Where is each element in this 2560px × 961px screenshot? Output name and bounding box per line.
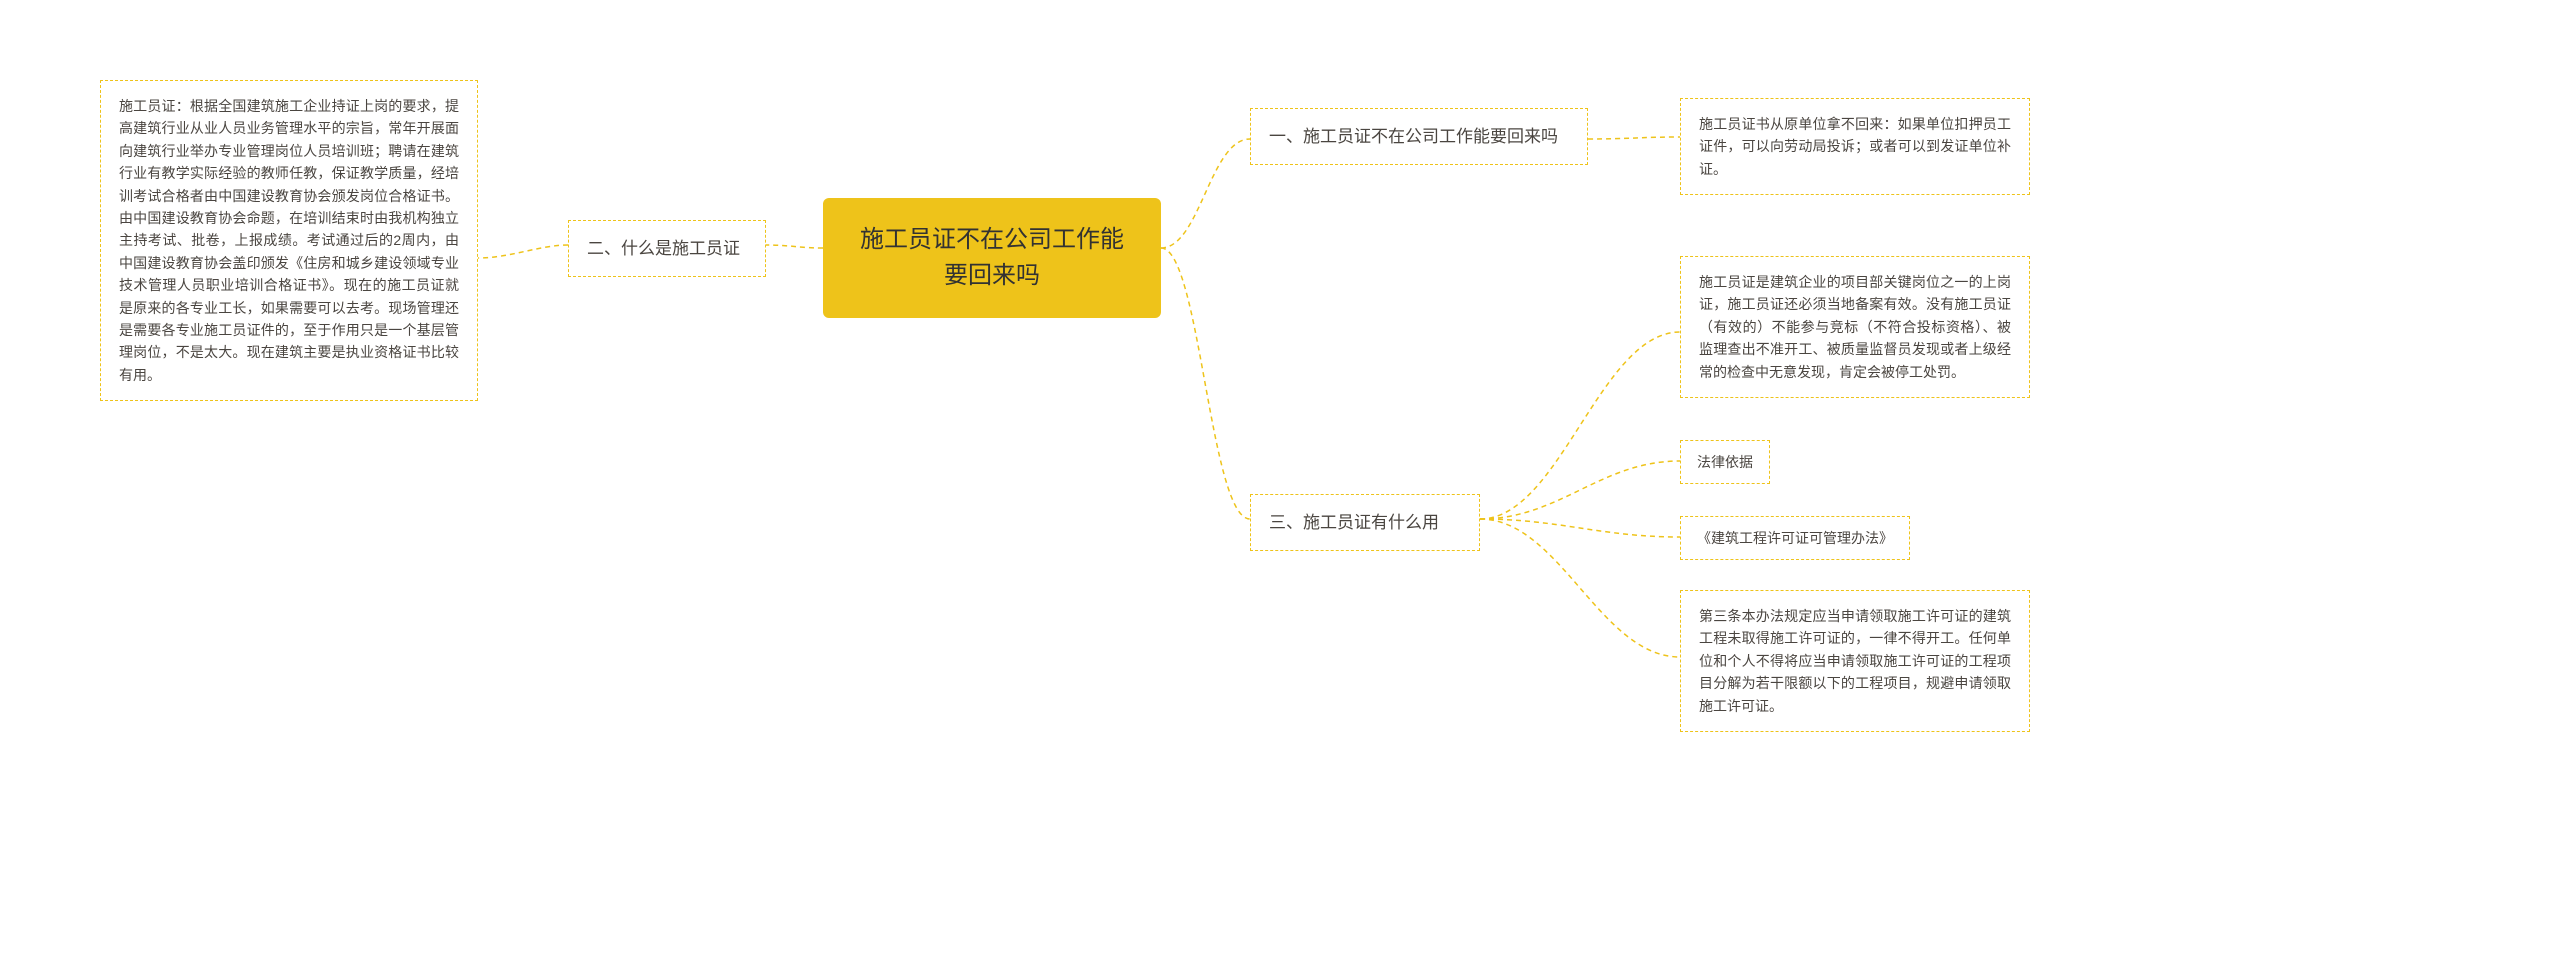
branch-3-leaf-3: 《建筑工程许可证可管理办法》 bbox=[1680, 516, 1910, 560]
branch-3-leaf-1-text: 施工员证是建筑企业的项目部关键岗位之一的上岗证，施工员证还必须当地备案有效。没有… bbox=[1699, 274, 2011, 380]
mindmap-root[interactable]: 施工员证不在公司工作能 要回来吗 bbox=[823, 198, 1161, 318]
branch-3-label: 三、施工员证有什么用 bbox=[1269, 513, 1439, 532]
branch-3[interactable]: 三、施工员证有什么用 bbox=[1250, 494, 1480, 551]
branch-1-label: 一、施工员证不在公司工作能要回来吗 bbox=[1269, 127, 1558, 146]
root-text: 施工员证不在公司工作能 要回来吗 bbox=[860, 226, 1124, 289]
branch-3-leaf-2-text: 法律依据 bbox=[1697, 454, 1753, 470]
branch-2[interactable]: 二、什么是施工员证 bbox=[568, 220, 766, 277]
branch-1-leaf: 施工员证书从原单位拿不回来：如果单位扣押员工证件，可以向劳动局投诉；或者可以到发… bbox=[1680, 98, 2030, 195]
branch-3-leaf-4: 第三条本办法规定应当申请领取施工许可证的建筑工程未取得施工许可证的，一律不得开工… bbox=[1680, 590, 2030, 732]
branch-3-leaf-3-text: 《建筑工程许可证可管理办法》 bbox=[1697, 530, 1893, 546]
branch-2-label: 二、什么是施工员证 bbox=[587, 239, 740, 258]
branch-1-leaf-text: 施工员证书从原单位拿不回来：如果单位扣押员工证件，可以向劳动局投诉；或者可以到发… bbox=[1699, 116, 2011, 177]
branch-2-leaf: 施工员证：根据全国建筑施工企业持证上岗的要求，提高建筑行业从业人员业务管理水平的… bbox=[100, 80, 478, 401]
branch-3-leaf-1: 施工员证是建筑企业的项目部关键岗位之一的上岗证，施工员证还必须当地备案有效。没有… bbox=[1680, 256, 2030, 398]
branch-3-leaf-2: 法律依据 bbox=[1680, 440, 1770, 484]
branch-1[interactable]: 一、施工员证不在公司工作能要回来吗 bbox=[1250, 108, 1588, 165]
branch-3-leaf-4-text: 第三条本办法规定应当申请领取施工许可证的建筑工程未取得施工许可证的，一律不得开工… bbox=[1699, 608, 2011, 714]
branch-2-leaf-text: 施工员证：根据全国建筑施工企业持证上岗的要求，提高建筑行业从业人员业务管理水平的… bbox=[119, 98, 459, 383]
